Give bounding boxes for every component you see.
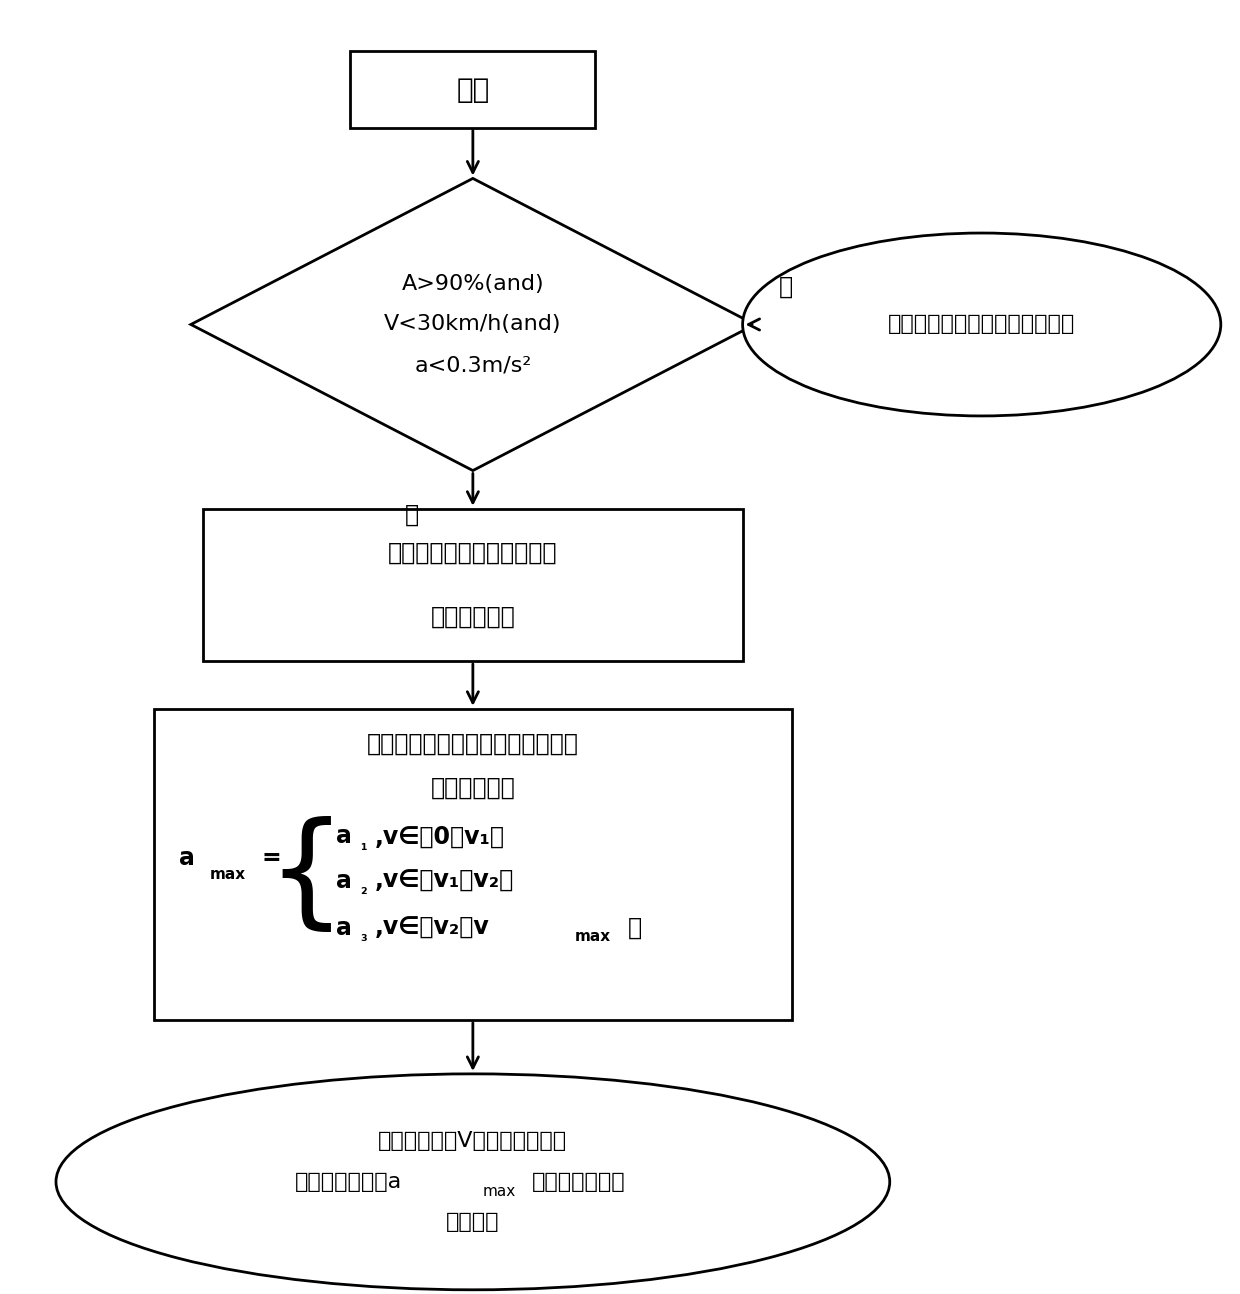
Polygon shape <box>191 179 755 471</box>
FancyBboxPatch shape <box>203 509 743 661</box>
Text: max: max <box>574 929 611 945</box>
Text: ,v∈（0，v₁）: ,v∈（0，v₁） <box>374 824 505 849</box>
Text: a: a <box>336 824 351 849</box>
Text: A>90%(and): A>90%(and) <box>402 274 544 294</box>
Text: 否: 否 <box>404 503 419 527</box>
FancyBboxPatch shape <box>350 52 595 128</box>
Text: a: a <box>336 916 351 939</box>
Text: =: = <box>262 846 281 870</box>
Text: a<0.3m/s²: a<0.3m/s² <box>414 355 532 375</box>
Text: max: max <box>482 1184 516 1200</box>
Text: ₁: ₁ <box>360 837 367 853</box>
Text: {: { <box>267 817 346 937</box>
Ellipse shape <box>56 1074 890 1290</box>
Text: 根据当前车速V所在的车速区间: 根据当前车速V所在的车速区间 <box>378 1131 568 1152</box>
Text: ）: ） <box>627 916 641 939</box>
Text: a: a <box>336 868 351 893</box>
Text: 的加速度限值: 的加速度限值 <box>430 776 516 800</box>
Ellipse shape <box>743 233 1221 415</box>
Text: 动力模式，不对加速度进行限制: 动力模式，不对加速度进行限制 <box>888 314 1075 334</box>
Text: 进行控制: 进行控制 <box>446 1212 500 1232</box>
Text: 开始: 开始 <box>456 75 490 104</box>
Text: 内的加速度限值a: 内的加速度限值a <box>295 1172 402 1192</box>
Text: ₂: ₂ <box>360 883 367 897</box>
Text: a: a <box>179 846 195 870</box>
Text: 经济模式，对车辆的加速度: 经济模式，对车辆的加速度 <box>388 541 558 565</box>
Text: 是: 是 <box>779 274 792 299</box>
Text: 对电机输出扭矩: 对电机输出扭矩 <box>532 1172 625 1192</box>
Text: 划分车速区间并设定各车速区间内: 划分车速区间并设定各车速区间内 <box>367 731 579 756</box>
Text: ,v∈（v₂，v: ,v∈（v₂，v <box>374 916 490 939</box>
Text: max: max <box>210 867 246 883</box>
Text: V<30km/h(and): V<30km/h(and) <box>384 314 562 334</box>
Text: ,v∈（v₁，v₂）: ,v∈（v₁，v₂） <box>374 868 515 893</box>
Text: ₃: ₃ <box>360 929 367 945</box>
FancyBboxPatch shape <box>154 709 791 1020</box>
Text: 进行分段限制: 进行分段限制 <box>430 604 516 629</box>
